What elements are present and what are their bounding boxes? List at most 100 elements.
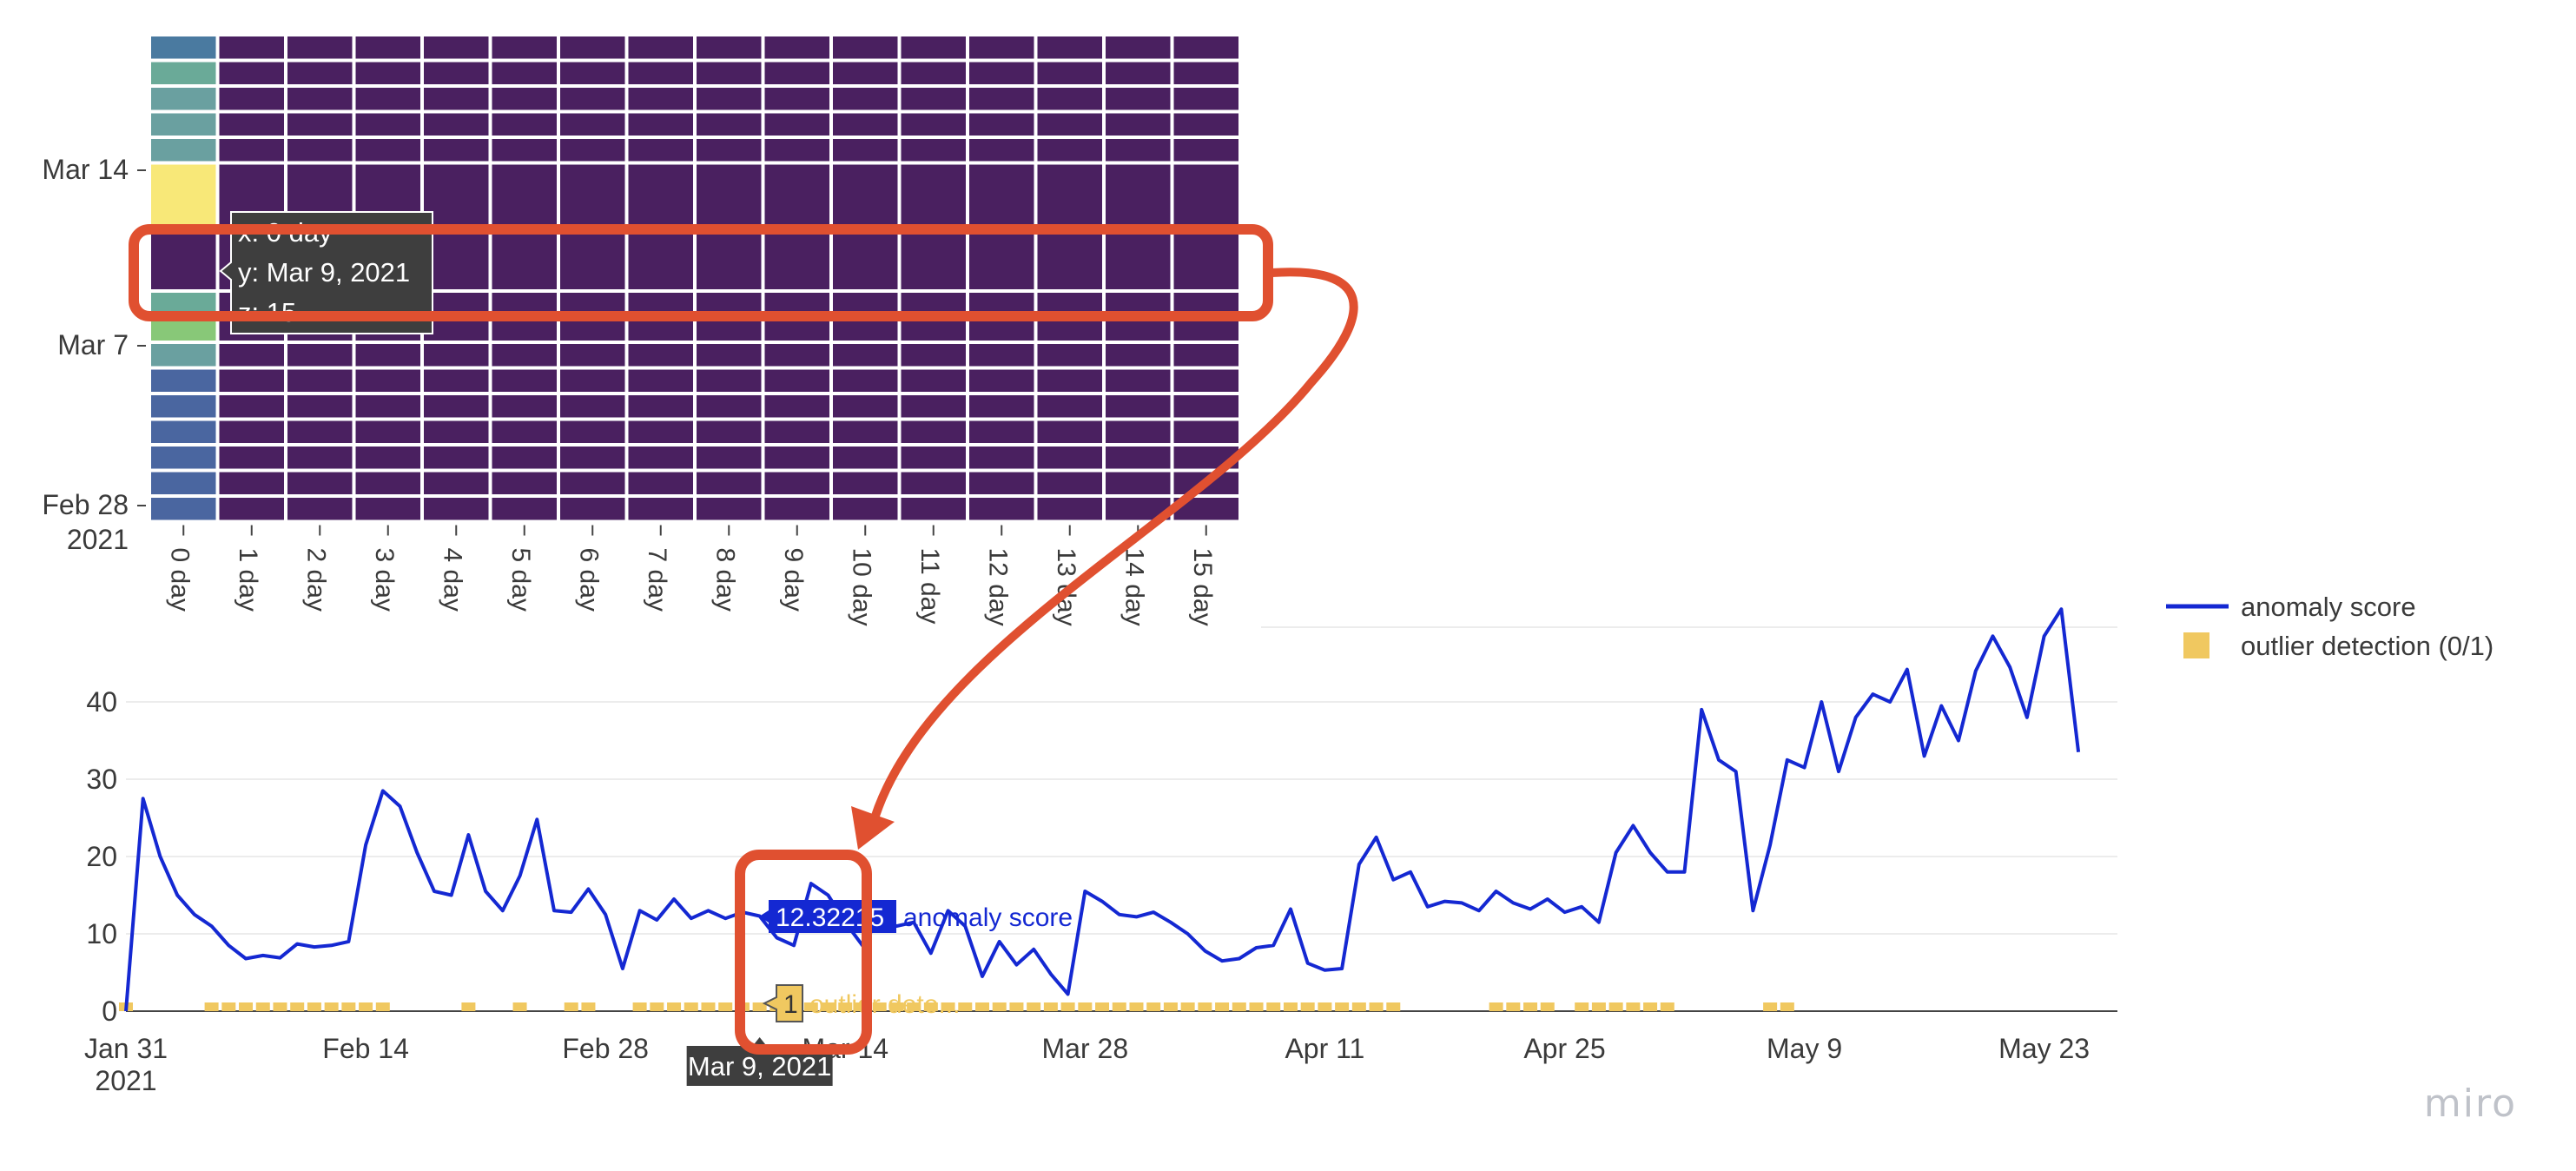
heatmap-cell[interactable] — [219, 395, 285, 418]
heatmap-cell[interactable] — [833, 472, 898, 495]
heatmap-cell[interactable] — [1037, 344, 1103, 367]
heatmap-cell[interactable] — [287, 369, 353, 393]
heatmap-cell[interactable] — [628, 318, 694, 341]
heatmap-cell[interactable] — [560, 447, 625, 469]
heatmap-cell[interactable] — [287, 88, 353, 110]
heatmap-cell[interactable] — [764, 420, 830, 444]
heatmap-cell[interactable] — [901, 88, 967, 110]
heatmap-cell[interactable] — [424, 420, 489, 444]
heatmap-cell[interactable] — [355, 88, 421, 110]
heatmap-cell[interactable] — [492, 36, 558, 59]
heatmap-cell[interactable] — [355, 472, 421, 495]
heatmap-cell[interactable] — [424, 447, 489, 469]
outlier-marker[interactable] — [667, 1002, 682, 1011]
outlier-marker[interactable] — [581, 1002, 596, 1011]
heatmap-cell[interactable] — [1037, 88, 1103, 110]
legend-item-outlier-detection[interactable]: outlier detection (0/1) — [2183, 631, 2493, 661]
heatmap-cell[interactable] — [492, 88, 558, 110]
outlier-marker[interactable] — [359, 1002, 373, 1011]
heatmap-cell[interactable] — [1173, 36, 1239, 59]
heatmap-cell[interactable] — [424, 228, 489, 289]
heatmap-cell[interactable] — [969, 228, 1034, 289]
heatmap-cell[interactable] — [1106, 420, 1171, 444]
heatmap-cell[interactable] — [1173, 369, 1239, 393]
outlier-marker[interactable] — [1180, 1002, 1195, 1011]
heatmap-cell[interactable] — [697, 420, 762, 444]
heatmap-cell[interactable] — [219, 344, 285, 367]
heatmap-cell[interactable] — [560, 164, 625, 226]
outlier-marker[interactable] — [204, 1002, 219, 1011]
heatmap-cell[interactable] — [219, 113, 285, 136]
heatmap-cell[interactable] — [287, 36, 353, 59]
heatmap-cell[interactable] — [628, 472, 694, 495]
outlier-marker[interactable] — [958, 1002, 973, 1011]
heatmap-cell[interactable] — [151, 344, 216, 367]
outlier-marker[interactable] — [1078, 1002, 1093, 1011]
heatmap-cell[interactable] — [1106, 318, 1171, 341]
heatmap-cell[interactable] — [697, 344, 762, 367]
heatmap-cell[interactable] — [969, 318, 1034, 341]
heatmap-cell[interactable] — [287, 472, 353, 495]
heatmap-cell[interactable] — [424, 472, 489, 495]
heatmap-cell[interactable] — [219, 447, 285, 469]
heatmap-cell[interactable] — [764, 164, 830, 226]
heatmap-cell[interactable] — [287, 498, 353, 520]
heatmap-cell[interactable] — [1106, 36, 1171, 59]
heatmap-cell[interactable] — [628, 88, 694, 110]
heatmap-cell[interactable] — [560, 228, 625, 289]
heatmap-cell[interactable] — [628, 369, 694, 393]
outlier-marker[interactable] — [273, 1002, 287, 1011]
heatmap-cell[interactable] — [287, 139, 353, 162]
outlier-marker[interactable] — [872, 1002, 887, 1011]
outlier-marker[interactable] — [838, 1002, 853, 1011]
heatmap-cell[interactable] — [628, 113, 694, 136]
outlier-marker[interactable] — [1369, 1002, 1384, 1011]
outlier-marker[interactable] — [1540, 1002, 1555, 1011]
heatmap-cell[interactable] — [1106, 395, 1171, 418]
heatmap-cell[interactable] — [833, 164, 898, 226]
heatmap-cell[interactable] — [355, 36, 421, 59]
heatmap-cell[interactable] — [901, 228, 967, 289]
heatmap-cell[interactable] — [901, 36, 967, 59]
heatmap-cell[interactable] — [901, 139, 967, 162]
heatmap-cell[interactable] — [151, 88, 216, 110]
heatmap-cell[interactable] — [287, 395, 353, 418]
heatmap-cell[interactable] — [355, 344, 421, 367]
heatmap-cell[interactable] — [219, 472, 285, 495]
heatmap-cell[interactable] — [833, 318, 898, 341]
heatmap-cell[interactable] — [697, 88, 762, 110]
heatmap-cell[interactable] — [151, 318, 216, 341]
heatmap-cell[interactable] — [764, 498, 830, 520]
heatmap-cell[interactable] — [628, 62, 694, 85]
heatmap-cell[interactable] — [901, 113, 967, 136]
heatmap-cell[interactable] — [424, 344, 489, 367]
outlier-marker[interactable] — [821, 1002, 836, 1011]
heatmap-cell[interactable] — [151, 62, 216, 85]
heatmap-cell[interactable] — [764, 36, 830, 59]
heatmap-cell[interactable] — [833, 447, 898, 469]
heatmap-cell[interactable] — [969, 164, 1034, 226]
heatmap-cell[interactable] — [901, 447, 967, 469]
heatmap-cell[interactable] — [424, 498, 489, 520]
heatmap-cell[interactable] — [969, 113, 1034, 136]
heatmap-cell[interactable] — [764, 344, 830, 367]
outlier-marker[interactable] — [1249, 1002, 1264, 1011]
heatmap-cell[interactable] — [151, 395, 216, 418]
outlier-marker[interactable] — [1763, 1002, 1778, 1011]
heatmap-cell[interactable] — [355, 420, 421, 444]
heatmap-cell[interactable] — [628, 420, 694, 444]
anomaly-score-line[interactable] — [124, 607, 2081, 1012]
outlier-marker[interactable] — [1643, 1002, 1658, 1011]
heatmap-cell[interactable] — [1106, 447, 1171, 469]
heatmap-cell[interactable] — [560, 498, 625, 520]
heatmap-cell[interactable] — [1037, 318, 1103, 341]
heatmap-cell[interactable] — [560, 369, 625, 393]
heatmap-cell[interactable] — [628, 395, 694, 418]
heatmap-cell[interactable] — [560, 62, 625, 85]
heatmap-cell[interactable] — [628, 139, 694, 162]
heatmap-cell[interactable] — [833, 369, 898, 393]
heatmap-cell[interactable] — [628, 344, 694, 367]
heatmap-cell[interactable] — [492, 62, 558, 85]
outlier-marker[interactable] — [1300, 1002, 1315, 1011]
heatmap-cell[interactable] — [901, 498, 967, 520]
